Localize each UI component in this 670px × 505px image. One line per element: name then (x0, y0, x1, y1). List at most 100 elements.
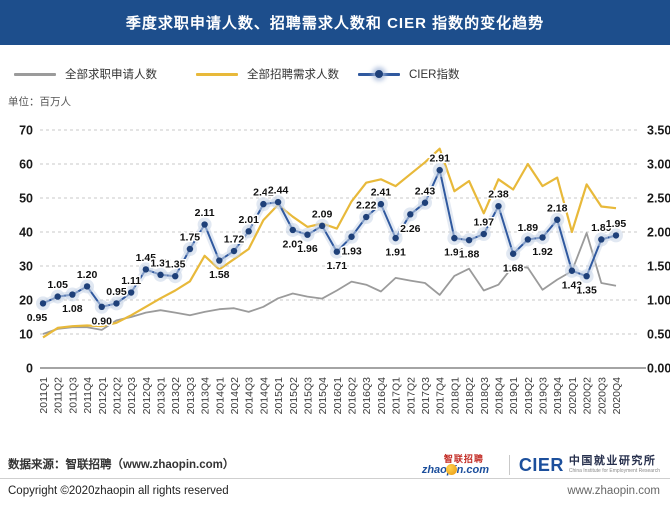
svg-text:2016Q1: 2016Q1 (332, 377, 344, 415)
svg-text:2018Q1: 2018Q1 (449, 377, 461, 415)
cier-point-label: 1.95 (606, 218, 627, 230)
cier-point-label: 1.96 (297, 243, 318, 255)
cier-point-label: 2.22 (356, 200, 377, 212)
svg-text:20: 20 (19, 294, 33, 308)
cier-point-label: 1.58 (209, 269, 230, 281)
cier-point-label: 0.95 (27, 312, 48, 324)
cier-point-label: 1.91 (385, 247, 406, 259)
cier-point-label: 1.93 (341, 245, 362, 257)
cier-dot-icon (375, 70, 383, 78)
cier-point-label: 2.43 (415, 185, 436, 197)
svg-text:2012Q3: 2012Q3 (126, 377, 138, 415)
cier-point-label: 2.26 (400, 223, 421, 235)
cier-point-label: 1.11 (121, 275, 141, 287)
cier-point-label: 1.92 (532, 246, 553, 258)
svg-text:2014Q2: 2014Q2 (229, 377, 241, 415)
zhaopin-logo: 智联招聘 zhaopin.com (422, 452, 500, 478)
cier-point-label: 1.37 (150, 257, 171, 269)
legend-label: 全部求职申请人数 (65, 69, 157, 81)
cier-en-name: China Institute for Employment Research (568, 468, 660, 474)
cier-point-label: 2.44 (268, 185, 289, 197)
cier-point-label: 1.91 (444, 247, 465, 259)
cier-point-label: 1.43 (562, 279, 583, 291)
legend-label: 全部招聘需求人数 (247, 69, 339, 81)
copyright-row: Copyright ©2020zhaopin all rights reserv… (0, 478, 670, 505)
svg-text:2018Q2: 2018Q2 (464, 377, 476, 415)
svg-text:0.50: 0.50 (647, 328, 670, 342)
svg-text:2011Q4: 2011Q4 (82, 377, 94, 414)
cier-point-label: 1.68 (503, 262, 524, 274)
unit-label: 单位：百万人 (8, 96, 71, 108)
cier-point-label: 1.71 (327, 260, 348, 272)
cier-point-label: 1.35 (165, 259, 186, 271)
svg-text:10: 10 (19, 328, 33, 342)
cier-point-label: 1.08 (62, 303, 83, 315)
zhaopin-ball-icon (445, 464, 457, 475)
svg-text:2017Q1: 2017Q1 (391, 377, 403, 415)
svg-text:2016Q4: 2016Q4 (376, 377, 388, 415)
svg-text:2012Q1: 2012Q1 (97, 377, 109, 415)
svg-text:2019Q1: 2019Q1 (508, 377, 520, 415)
logo-divider (508, 455, 510, 475)
svg-text:0.00: 0.00 (647, 362, 670, 376)
cier-point-label: 2.41 (371, 187, 392, 199)
cier-point-label: 2.91 (429, 153, 450, 165)
svg-text:2014Q4: 2014Q4 (258, 377, 270, 415)
cier-point-label: 2.03 (283, 238, 304, 250)
cier-abbr: CIER (518, 454, 564, 475)
svg-text:2017Q3: 2017Q3 (420, 377, 432, 415)
svg-text:2011Q1: 2011Q1 (38, 377, 50, 414)
svg-text:2013Q1: 2013Q1 (156, 377, 168, 415)
svg-text:2011Q3: 2011Q3 (67, 377, 79, 414)
svg-text:2019Q2: 2019Q2 (523, 377, 535, 415)
cier-point-label: 2.38 (488, 189, 509, 201)
cier-point-label: 1.89 (591, 222, 612, 234)
svg-text:2019Q3: 2019Q3 (538, 377, 550, 415)
zhaopin-cn-wordmark: 智联招聘 (443, 454, 484, 464)
title-bar: 季度求职申请人数、招聘需求人数和 CIER 指数的变化趋势 (0, 0, 670, 45)
svg-text:2014Q1: 2014Q1 (214, 377, 226, 415)
svg-text:60: 60 (19, 158, 33, 172)
cier-point-label: 2.01 (238, 214, 259, 226)
svg-text:30: 30 (19, 260, 33, 274)
cier-point-label: 1.35 (576, 285, 597, 297)
cier-point-label: 1.20 (77, 269, 98, 281)
svg-text:2011Q2: 2011Q2 (53, 377, 65, 414)
svg-text:2017Q2: 2017Q2 (405, 377, 417, 415)
svg-text:2015Q3: 2015Q3 (302, 377, 314, 415)
svg-text:2012Q4: 2012Q4 (141, 377, 153, 415)
svg-text:2020Q2: 2020Q2 (582, 377, 594, 415)
source-row: 数据来源：智联招聘（www.zhaopin.com） 智联招聘 zhaopin.… (0, 449, 670, 479)
svg-text:2012Q2: 2012Q2 (111, 377, 123, 415)
data-source-text: 数据来源：智联招聘（www.zhaopin.com） (8, 459, 235, 471)
demand-line-swatch (196, 72, 238, 76)
svg-text:2014Q3: 2014Q3 (244, 377, 256, 415)
svg-text:2013Q4: 2013Q4 (200, 377, 212, 415)
svg-text:2018Q3: 2018Q3 (479, 377, 491, 415)
svg-text:2.50: 2.50 (647, 192, 670, 206)
trend-line-chart: 0 10 20 30 40 50 60 70 0.00 0.50 1.00 1.50 2.00 2.50 3… (19, 124, 670, 415)
svg-text:3.50: 3.50 (647, 124, 670, 138)
chart-legend: 全部求职申请人数 全部招聘需求人数 CIER指数 (0, 63, 670, 85)
cier-point-label: 1.72 (224, 234, 245, 246)
applications-line-swatch (14, 72, 56, 76)
cier-point-label: 2.11 (195, 207, 215, 219)
svg-text:2016Q3: 2016Q3 (361, 377, 373, 415)
svg-text:2015Q1: 2015Q1 (273, 377, 285, 415)
svg-text:2019Q4: 2019Q4 (552, 377, 564, 415)
svg-text:2013Q2: 2013Q2 (170, 377, 182, 415)
legend-item-applications: 全部求职申请人数 (14, 63, 157, 85)
svg-text:2017Q4: 2017Q4 (435, 377, 447, 415)
cier-point-label: 1.75 (180, 232, 201, 244)
cier-logo: CIER 中国就业研究所 China Institute for Employm… (519, 455, 660, 476)
svg-text:70: 70 (19, 124, 33, 138)
svg-text:0: 0 (26, 362, 33, 376)
svg-text:2020Q1: 2020Q1 (567, 377, 579, 415)
copyright-text: Copyright ©2020zhaopin all rights reserv… (8, 485, 229, 497)
legend-item-demand: 全部招聘需求人数 (196, 63, 339, 85)
cier-point-label: 1.97 (474, 217, 495, 229)
svg-text:50: 50 (19, 192, 33, 206)
cier-point-label: 2.09 (312, 208, 333, 220)
cier-line-dot-swatch (358, 69, 400, 79)
